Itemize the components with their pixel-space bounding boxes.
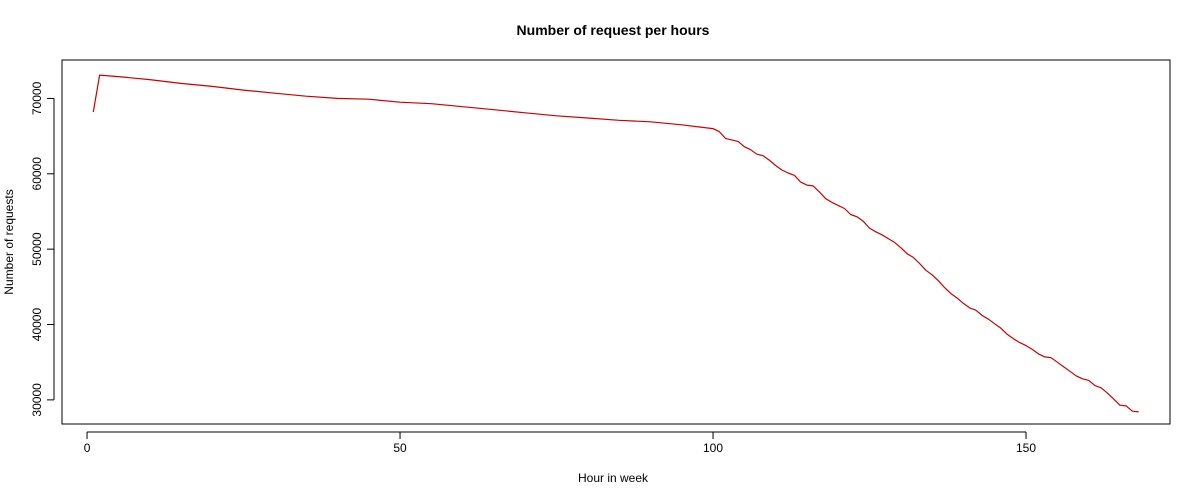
x-axis: 0 50 100 150 <box>84 431 1036 455</box>
x-axis-label: Hour in week <box>578 471 649 485</box>
y-tick-label: 60000 <box>30 157 44 191</box>
y-axis-label: Number of requests <box>2 189 16 294</box>
x-tick-label: 0 <box>84 441 91 455</box>
series-line-0 <box>92 74 1139 413</box>
y-tick-label: 40000 <box>30 308 44 342</box>
y-tick-label: 70000 <box>30 81 44 115</box>
x-tick-label: 150 <box>1016 441 1036 455</box>
y-tick-label: 30000 <box>30 383 44 417</box>
y-axis: 30000 40000 50000 60000 70000 <box>30 81 55 417</box>
x-tick-label: 50 <box>393 441 407 455</box>
x-tick-label: 100 <box>703 441 723 455</box>
chart-title: Number of request per hours <box>517 22 710 38</box>
y-tick-label: 50000 <box>30 232 44 266</box>
plot-area-frame <box>61 59 1171 425</box>
series-group <box>92 74 1139 413</box>
